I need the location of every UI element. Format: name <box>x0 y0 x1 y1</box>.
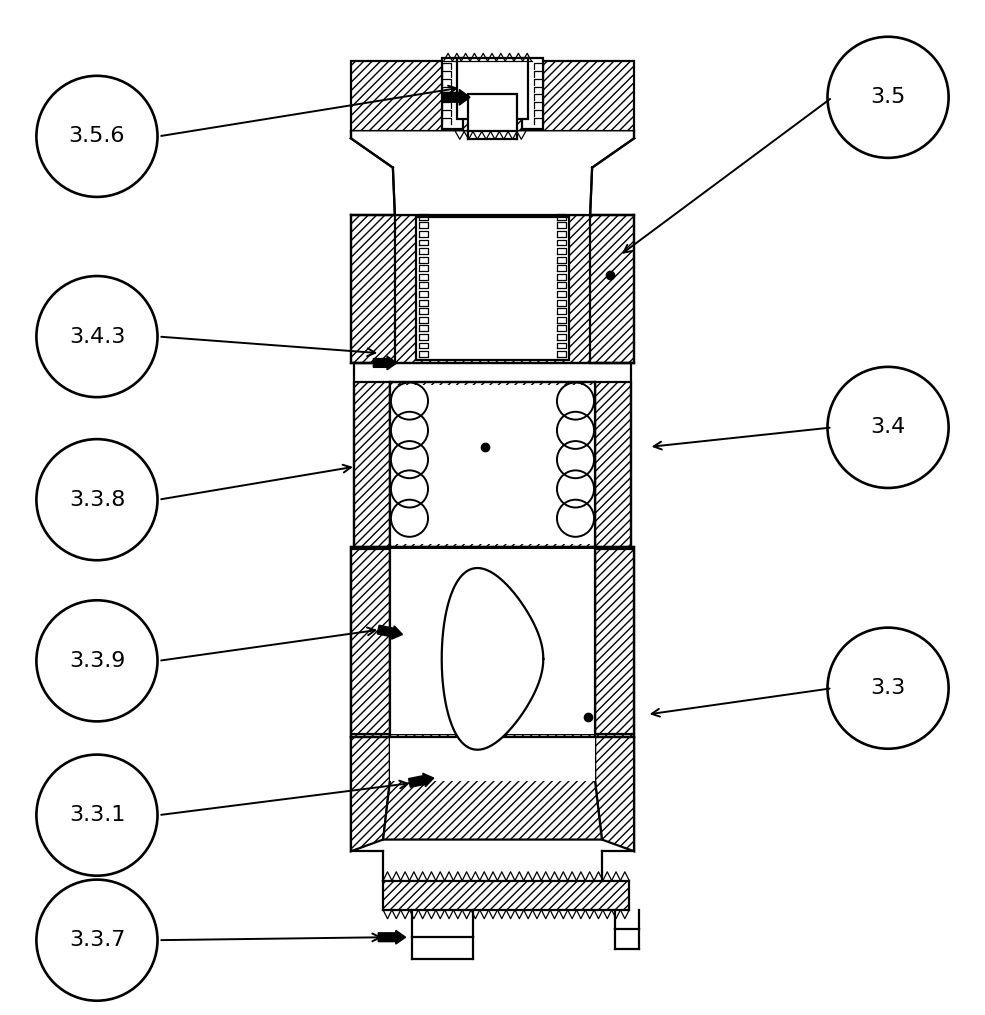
Polygon shape <box>383 737 602 839</box>
Bar <box>457 58 528 119</box>
Bar <box>354 383 390 546</box>
Text: 3.3.7: 3.3.7 <box>69 930 125 950</box>
Text: 3.5: 3.5 <box>871 87 906 108</box>
Text: 3.3: 3.3 <box>871 678 905 698</box>
Bar <box>417 217 568 360</box>
FancyArrow shape <box>378 931 406 944</box>
Bar <box>522 58 544 129</box>
Text: 3.4: 3.4 <box>871 417 905 437</box>
FancyArrow shape <box>409 773 433 788</box>
Bar <box>351 549 390 734</box>
FancyArrow shape <box>373 356 397 369</box>
Bar <box>351 214 634 363</box>
Bar <box>441 58 463 129</box>
Bar <box>556 386 595 544</box>
Text: 3.3.1: 3.3.1 <box>69 805 125 825</box>
Bar <box>351 546 634 737</box>
FancyArrow shape <box>377 625 403 639</box>
Bar <box>595 383 631 546</box>
Text: 3.4.3: 3.4.3 <box>69 327 125 346</box>
Text: 3.3.8: 3.3.8 <box>69 489 125 510</box>
Bar <box>390 383 595 546</box>
Bar <box>429 386 556 544</box>
Polygon shape <box>351 132 634 214</box>
Polygon shape <box>441 568 544 750</box>
Polygon shape <box>351 737 390 852</box>
Bar <box>390 386 429 544</box>
Polygon shape <box>390 737 595 781</box>
Bar <box>351 61 634 132</box>
Bar <box>383 881 629 909</box>
Text: 3.3.9: 3.3.9 <box>69 651 125 671</box>
Text: 3.5.6: 3.5.6 <box>69 126 125 146</box>
Bar <box>390 549 595 734</box>
Bar <box>390 549 595 734</box>
Bar <box>468 94 517 132</box>
FancyArrow shape <box>443 89 470 106</box>
Polygon shape <box>595 737 634 852</box>
Bar <box>595 549 634 734</box>
